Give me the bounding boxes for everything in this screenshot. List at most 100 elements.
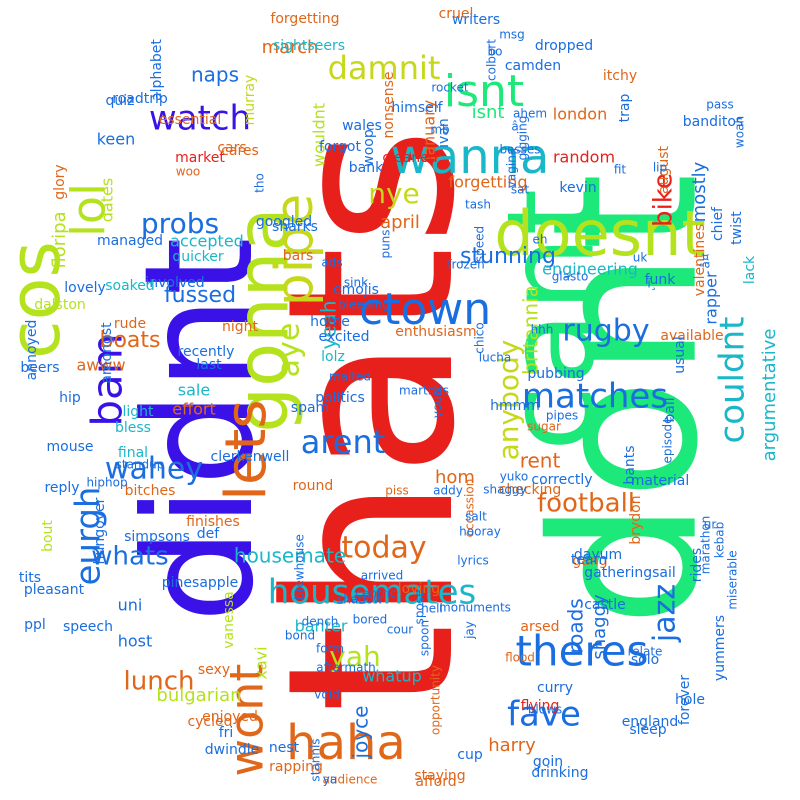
cloud-word: doesnt: [494, 197, 705, 270]
cloud-word: quiz: [106, 93, 135, 109]
cloud-word: valentines: [692, 224, 708, 296]
cloud-word: cos: [0, 241, 76, 359]
cloud-word: vanessa: [221, 591, 237, 649]
cloud-word: spam: [291, 400, 329, 416]
cloud-word: arent: [301, 423, 386, 461]
cloud-word: lyrics: [457, 554, 489, 568]
cloud-word: himself: [391, 100, 443, 116]
cloud-word: solo: [631, 652, 659, 668]
cloud-word: theres: [516, 627, 649, 676]
cloud-word: frozen: [447, 258, 485, 272]
cloud-word: random: [553, 148, 615, 167]
cloud-word: lunch: [124, 667, 195, 697]
cloud-word: bitches: [125, 483, 176, 499]
cloud-word: available: [660, 328, 723, 344]
cloud-word: april: [380, 212, 420, 233]
cloud-word: dwindle: [205, 742, 260, 758]
cloud-word: hom: [435, 467, 475, 488]
cloud-word: host: [118, 632, 153, 651]
cloud-word: politics: [315, 390, 365, 406]
cloud-word: tits: [19, 570, 41, 586]
cloud-word: drinking: [531, 765, 588, 781]
cloud-word: roads: [564, 598, 588, 653]
cloud-word: joyce: [349, 706, 373, 760]
cloud-word: jazz: [648, 584, 683, 643]
cloud-word: ppl: [24, 617, 46, 633]
cloud-word: rapping: [269, 759, 323, 775]
cloud-word: gonna: [221, 207, 305, 432]
cloud-word: emojis: [333, 282, 379, 298]
cloud-word: eh: [533, 233, 548, 247]
cloud-word: standup: [116, 458, 165, 472]
cloud-word: night: [222, 319, 259, 335]
cloud-word: mouse: [47, 439, 94, 455]
cloud-word: ur: [704, 518, 717, 532]
cloud-word: occassion: [463, 479, 477, 538]
cloud-word: pipe: [265, 194, 325, 306]
cloud-word: sat: [511, 183, 530, 197]
cloud-word: cars: [217, 140, 246, 156]
cloud-word: googled: [256, 214, 312, 230]
cloud-word: shaggy: [483, 483, 527, 497]
cloud-word: forgetting: [270, 11, 339, 27]
cloud-word: addy: [433, 484, 463, 498]
cloud-word: yeah: [317, 300, 341, 349]
cloud-word: sleep: [629, 722, 666, 738]
cloud-word: itchy: [603, 68, 637, 84]
cloud-word: rocket: [431, 81, 469, 95]
cloud-word: relate: [628, 645, 663, 659]
cloud-word: ahem: [513, 107, 547, 121]
cloud-word: sightseers: [273, 38, 345, 54]
cloud-word: final: [118, 445, 148, 461]
cloud-word: curry: [537, 680, 573, 696]
cloud-word: recently: [178, 344, 235, 360]
cloud-word: glasto: [552, 270, 589, 284]
cloud-word: team: [571, 552, 607, 568]
cloud-word: wales: [342, 118, 382, 134]
cloud-word: bout: [40, 520, 56, 552]
cloud-word: cup: [457, 747, 483, 763]
cloud-word: forever: [677, 675, 693, 725]
cloud-word: colbert: [485, 39, 499, 81]
cloud-word: woo: [176, 165, 201, 179]
cloud-word: britannia: [519, 285, 543, 375]
cloud-word: bless: [115, 420, 151, 436]
cloud-word: lovely: [64, 280, 106, 296]
cloud-word: keen: [97, 130, 136, 149]
cloud-word: watch: [149, 99, 251, 139]
cloud-word: excited: [319, 329, 370, 345]
cloud-word: chief: [710, 206, 726, 241]
cloud-word: stunning: [460, 244, 556, 269]
cloud-word: woop: [361, 129, 377, 167]
cloud-word: sink: [344, 276, 368, 290]
cloud-word: dench: [302, 615, 339, 629]
cloud-word: fit: [614, 163, 627, 177]
cloud-word: msg: [499, 28, 525, 42]
cloud-word: salt: [465, 510, 487, 524]
cloud-word: hungover: [92, 497, 108, 564]
cloud-word: march: [262, 37, 319, 58]
cloud-word: pubbing: [527, 366, 584, 382]
cloud-word: bank: [349, 160, 384, 176]
cloud-word: spoon: [418, 620, 432, 656]
cloud-word: effort: [172, 400, 216, 419]
cloud-word: cycled: [187, 714, 232, 730]
cloud-word: reply: [44, 480, 79, 496]
cloud-word: naps: [191, 63, 239, 87]
cloud-word: uk: [633, 251, 648, 265]
cloud-word: bants: [622, 445, 638, 484]
cloud-word: thats: [239, 127, 506, 714]
cloud-word: glory: [52, 164, 68, 199]
cloud-word: staying: [414, 768, 465, 784]
cloud-word: sale: [178, 381, 210, 400]
cloud-word: quicker: [172, 249, 224, 265]
cloud-word: round: [293, 478, 334, 494]
cloud-word: sharks: [272, 219, 318, 235]
cloud-word: hhh: [531, 323, 554, 337]
cloud-word: bike: [649, 173, 679, 227]
cloud-word: football: [537, 489, 635, 519]
cloud-word: fri: [219, 725, 234, 741]
cloud-word: material: [631, 473, 689, 489]
cloud-word: home: [310, 314, 350, 330]
cloud-word: essential: [159, 112, 222, 128]
